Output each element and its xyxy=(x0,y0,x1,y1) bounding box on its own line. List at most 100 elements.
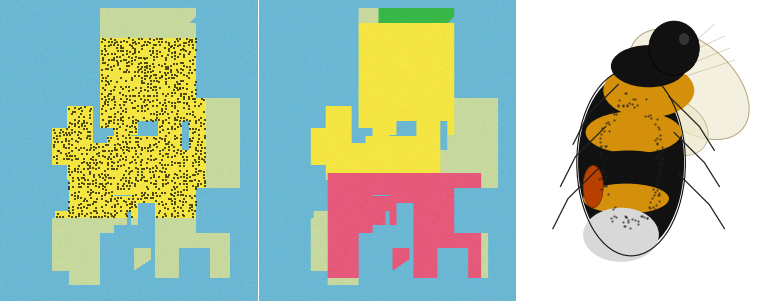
Point xyxy=(108,121,120,126)
Point xyxy=(180,49,192,54)
Point xyxy=(129,182,142,186)
Point xyxy=(120,100,132,105)
Point xyxy=(162,70,174,75)
Point xyxy=(159,62,171,67)
Point xyxy=(100,79,112,84)
Point xyxy=(166,103,179,108)
Point xyxy=(52,140,64,144)
Point xyxy=(123,166,136,170)
Point xyxy=(136,194,148,199)
Point xyxy=(69,109,81,114)
Point xyxy=(66,211,79,216)
Point xyxy=(102,52,115,57)
Point xyxy=(69,130,82,135)
Point xyxy=(67,185,79,189)
Point xyxy=(66,215,79,220)
Point xyxy=(72,133,85,138)
Point xyxy=(178,116,190,121)
Point xyxy=(175,137,187,141)
Point xyxy=(166,126,179,131)
Point xyxy=(58,157,70,161)
Point xyxy=(152,175,165,180)
Point xyxy=(75,121,88,126)
Point xyxy=(85,191,97,195)
Point xyxy=(192,139,204,144)
Point xyxy=(199,181,211,185)
Point xyxy=(115,205,127,209)
Point xyxy=(86,182,99,187)
Point xyxy=(52,148,64,153)
Point xyxy=(90,206,102,210)
Point xyxy=(120,107,132,111)
Point xyxy=(124,42,136,47)
Point xyxy=(147,64,159,69)
Point xyxy=(57,129,69,134)
Point xyxy=(138,81,150,86)
Point xyxy=(168,45,180,50)
Point xyxy=(196,97,208,101)
Point xyxy=(69,124,81,129)
Point xyxy=(180,87,192,92)
Point xyxy=(119,110,132,114)
Point xyxy=(147,99,159,104)
Point xyxy=(69,169,82,173)
Point xyxy=(102,94,115,98)
Point xyxy=(174,115,186,120)
Point xyxy=(160,64,172,69)
Point xyxy=(166,76,179,80)
Point xyxy=(76,109,89,114)
Point xyxy=(99,94,111,99)
Point xyxy=(85,215,97,220)
Point xyxy=(199,118,211,123)
Point xyxy=(66,130,79,135)
Point xyxy=(139,76,151,81)
Point xyxy=(78,121,90,126)
Point xyxy=(169,82,181,87)
Point xyxy=(109,51,121,56)
Point xyxy=(72,136,85,141)
Point xyxy=(132,166,144,171)
Point xyxy=(115,58,127,63)
Point xyxy=(150,54,162,59)
Point xyxy=(174,163,186,168)
Point xyxy=(179,163,191,168)
Point xyxy=(138,193,150,198)
Point xyxy=(123,132,136,137)
Point xyxy=(136,104,148,109)
Point xyxy=(187,136,199,141)
Point xyxy=(195,151,207,156)
Point xyxy=(151,36,163,41)
Point xyxy=(144,49,156,54)
Point xyxy=(129,166,142,170)
Point xyxy=(129,125,142,130)
Point xyxy=(189,82,201,87)
Point xyxy=(78,119,90,123)
Point xyxy=(178,105,190,110)
Point xyxy=(148,78,160,83)
Point xyxy=(62,146,75,151)
Point xyxy=(121,49,133,54)
Point xyxy=(186,39,198,44)
Point xyxy=(172,39,184,44)
Point xyxy=(162,120,175,125)
Point xyxy=(136,64,149,69)
Point xyxy=(88,175,100,179)
Point xyxy=(93,166,105,170)
Point xyxy=(96,186,109,191)
Point xyxy=(136,176,148,181)
Point xyxy=(114,124,126,129)
Point xyxy=(126,38,139,42)
Point xyxy=(115,177,127,182)
Point xyxy=(132,65,145,70)
Point xyxy=(192,157,205,161)
Point xyxy=(186,172,199,177)
Point xyxy=(126,205,139,209)
Point xyxy=(184,138,196,143)
Point xyxy=(112,184,124,189)
Point xyxy=(159,152,172,157)
Point xyxy=(142,69,154,74)
Point xyxy=(99,67,112,71)
Point xyxy=(112,202,124,207)
Point xyxy=(60,131,72,136)
Point xyxy=(168,185,180,189)
